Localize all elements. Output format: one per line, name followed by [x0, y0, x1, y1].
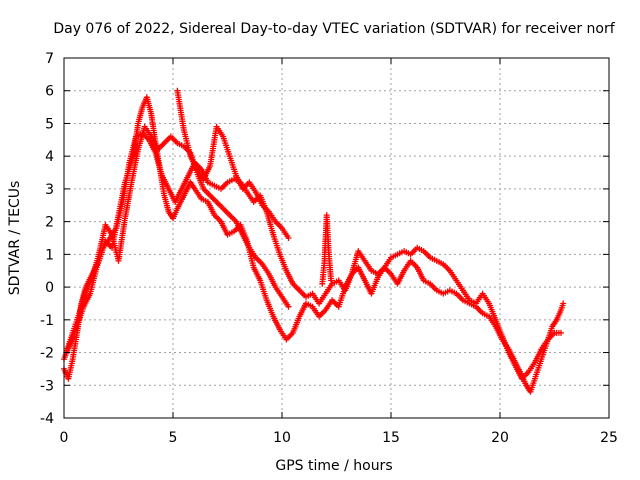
data-point-marker [560, 300, 567, 307]
y-axis-label: SDTVAR / TECUs [7, 181, 23, 296]
series-line-trace-b [63, 132, 561, 380]
x-tick-label: 5 [169, 430, 178, 446]
x-tick-label: 25 [600, 430, 618, 446]
x-axis-label: GPS time / hours [275, 458, 392, 474]
x-tick-label: 15 [382, 430, 400, 446]
data-point-marker [558, 329, 564, 336]
grid-lines [64, 58, 609, 418]
data-point-marker [328, 277, 335, 284]
y-tick-label: 2 [45, 215, 54, 231]
axis-ticks: 0 5 10 15 20 25 -4 -3 -2 -1 0 1 2 3 4 5 6 7 [40, 51, 618, 446]
y-tick-label: 1 [45, 247, 54, 263]
y-tick-label: 7 [45, 51, 54, 67]
y-tick-label: -3 [40, 378, 54, 394]
data-series [61, 87, 567, 395]
x-tick-label: 0 [60, 430, 69, 446]
y-tick-label: 5 [45, 116, 54, 132]
y-tick-label: 4 [45, 149, 54, 165]
x-tick-label: 10 [273, 430, 291, 446]
y-tick-label: -4 [40, 411, 54, 427]
plot-frame [63, 57, 610, 419]
y-tick-label: 3 [45, 182, 54, 198]
data-point-marker [285, 235, 292, 241]
x-tick-label: 20 [491, 430, 509, 446]
data-point-marker [285, 303, 292, 310]
y-tick-label: -1 [40, 313, 54, 329]
y-tick-label: -2 [40, 346, 54, 362]
chart-title: Day 076 of 2022, Sidereal Day-to-day VTE… [53, 21, 615, 37]
y-tick-label: 6 [45, 84, 54, 100]
y-tick-label: 0 [45, 280, 54, 296]
